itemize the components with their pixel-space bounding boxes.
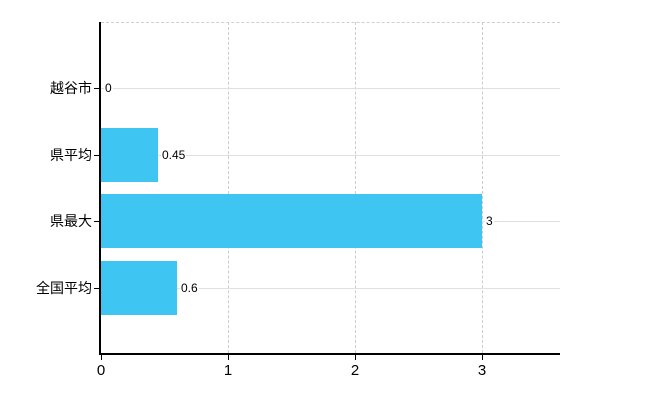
category-label: 県平均	[50, 146, 92, 163]
bar	[101, 260, 177, 315]
horizontal-gridline	[101, 88, 560, 90]
bar-value-label: 0	[104, 80, 113, 97]
plot-top-border	[101, 22, 560, 23]
y-axis-tick	[94, 287, 101, 289]
category-label: 越谷市	[50, 80, 92, 97]
x-axis-tick	[482, 355, 483, 360]
x-axis-tick	[228, 355, 229, 360]
x-tick-label: 2	[350, 362, 360, 379]
y-axis-tick	[94, 221, 101, 223]
x-tick-label: 1	[223, 362, 233, 379]
horizontal-gridline	[101, 287, 560, 289]
x-tick-label: 3	[477, 362, 487, 379]
x-tick-label: 0	[96, 362, 106, 379]
y-axis-line	[99, 22, 101, 355]
y-axis-tick	[94, 154, 101, 156]
category-label: 全国平均	[36, 279, 92, 296]
y-axis-tick	[94, 88, 101, 90]
vertical-gridline	[355, 22, 356, 353]
bar-value-label: 0.45	[161, 146, 187, 163]
x-axis-tick	[355, 355, 356, 360]
bar-value-label: 0.6	[180, 279, 199, 296]
bar-value-label: 3	[485, 213, 494, 230]
x-axis-line	[99, 353, 560, 355]
x-axis-tick	[101, 355, 102, 360]
horizontal-gridline	[101, 154, 560, 156]
bar	[101, 194, 482, 249]
vertical-gridline	[482, 22, 483, 353]
bar	[101, 127, 158, 182]
vertical-gridline	[228, 22, 229, 353]
category-label: 県最大	[50, 213, 92, 230]
